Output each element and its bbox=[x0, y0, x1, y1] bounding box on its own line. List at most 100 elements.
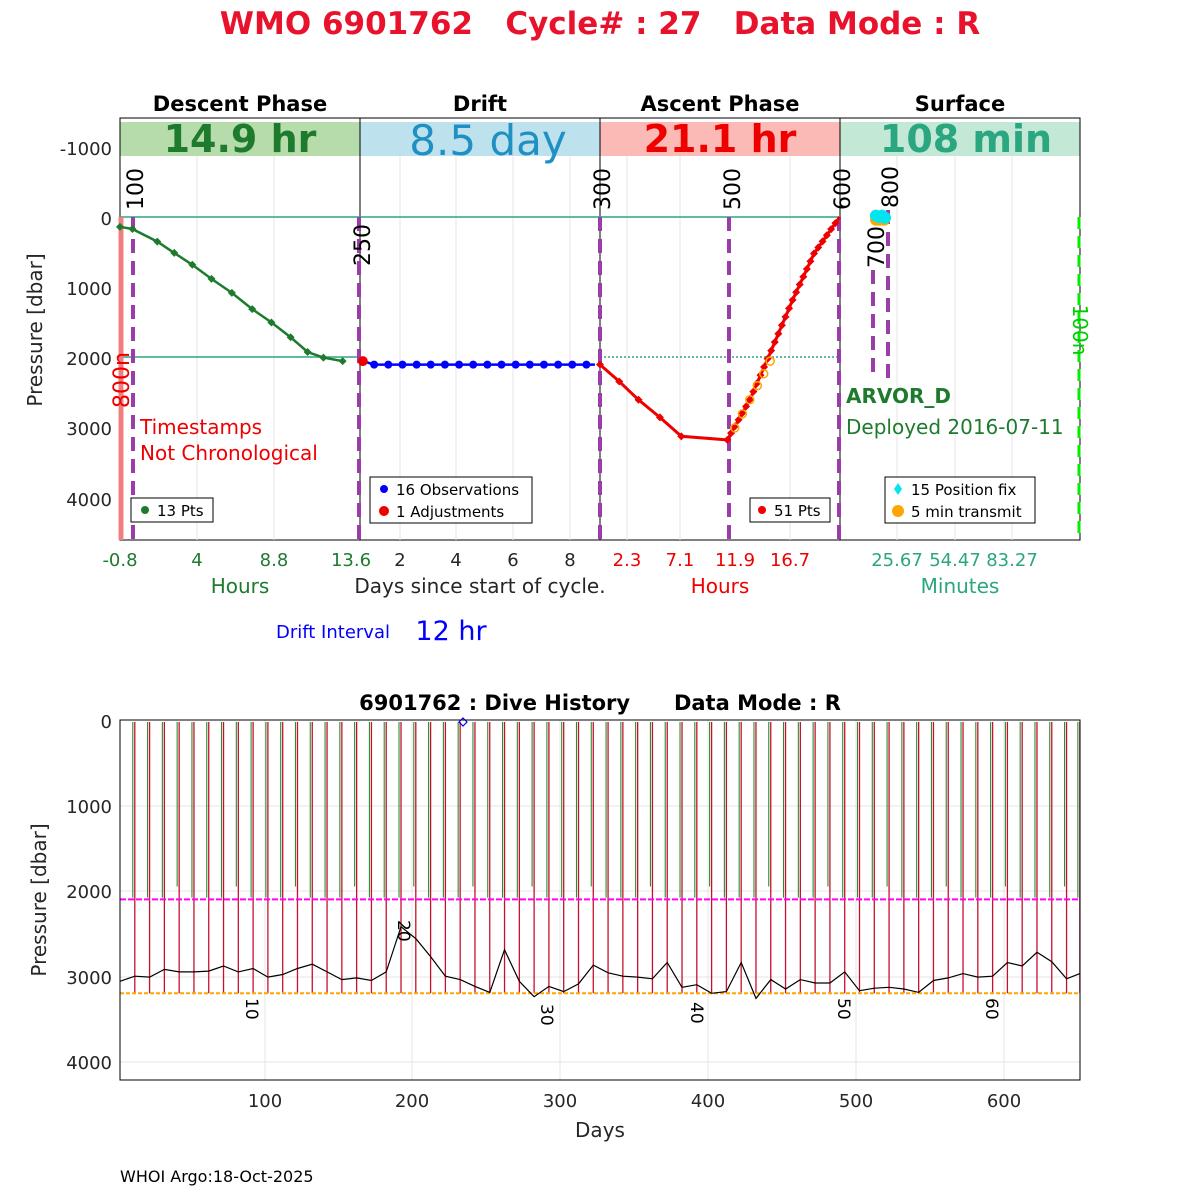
drift-duration: 8.5 day bbox=[409, 116, 566, 165]
history-title: 6901762 : Dive History Data Mode : R bbox=[359, 691, 841, 715]
drift-point bbox=[568, 360, 577, 369]
legend-text: 13 Pts bbox=[157, 502, 204, 520]
ascent-point bbox=[802, 265, 811, 274]
cycle-label: 10 bbox=[241, 998, 261, 1020]
ascent-point bbox=[770, 338, 779, 347]
phase-title-surface: Surface bbox=[915, 92, 1005, 116]
descent-point bbox=[207, 274, 216, 283]
ascent-point bbox=[745, 395, 754, 404]
legend-marker bbox=[379, 506, 389, 516]
x-tick-label: 4 bbox=[191, 550, 202, 571]
deployment-date: Deployed 2016-07-11 bbox=[846, 415, 1064, 439]
drift-point bbox=[469, 360, 478, 369]
ascent-point bbox=[774, 329, 783, 338]
y-tick-label: 1000 bbox=[66, 797, 112, 818]
phase-title-drift: Drift bbox=[453, 92, 507, 116]
marker-label-800: 800 bbox=[879, 166, 904, 208]
x-tick-label: 300 bbox=[543, 1091, 577, 1112]
ascent-point bbox=[799, 272, 808, 281]
legend-text: 16 Observations bbox=[396, 481, 519, 499]
cutoff-lines bbox=[131, 210, 890, 540]
legend-marker bbox=[141, 506, 149, 514]
descent-x-axis-label: Hours bbox=[211, 574, 270, 598]
ascent-transmit-point bbox=[730, 423, 740, 433]
drift-point bbox=[370, 360, 379, 369]
y-tick-label: 3000 bbox=[66, 968, 112, 989]
x-tick-label: 25.67 bbox=[871, 550, 923, 571]
ascent-point bbox=[760, 362, 769, 371]
drift-point bbox=[511, 360, 520, 369]
x-tick-label: 600 bbox=[987, 1091, 1021, 1112]
descent-point bbox=[267, 318, 276, 327]
history-x-axis-label: Days bbox=[575, 1118, 625, 1142]
x-tick-label: 16.7 bbox=[770, 550, 810, 571]
ascent-line bbox=[599, 216, 841, 442]
y-tick-label: 4000 bbox=[66, 490, 112, 511]
drift-series bbox=[357, 356, 595, 369]
drift-point bbox=[483, 360, 492, 369]
phase-title-ascent: Ascent Phase bbox=[641, 92, 800, 116]
position-fix-point bbox=[879, 211, 891, 224]
y-tick-label: 4000 bbox=[66, 1053, 112, 1074]
descent-duration-band bbox=[120, 122, 360, 156]
drift-point bbox=[412, 360, 421, 369]
descent-point bbox=[319, 353, 328, 362]
ascent-legend: 51 Pts bbox=[749, 497, 831, 523]
ascent-series bbox=[596, 216, 841, 444]
legend-text: 51 Pts bbox=[774, 502, 821, 520]
bottom-panel: 6901762 : Dive History Data Mode : R 0 1… bbox=[27, 691, 1081, 1142]
descent-point bbox=[338, 357, 347, 366]
history-y-axis-label: Pressure [dbar] bbox=[27, 823, 51, 976]
ascent-point bbox=[818, 237, 827, 246]
drift-point bbox=[554, 360, 563, 369]
drift-point bbox=[539, 360, 548, 369]
descent-point bbox=[116, 222, 124, 231]
x-tick-label: 83.27 bbox=[986, 550, 1038, 571]
ascent-point bbox=[677, 432, 686, 441]
ascent-point bbox=[788, 295, 797, 304]
ascent-point bbox=[655, 413, 664, 422]
top-grid bbox=[196, 156, 1013, 540]
top-y-axis-label: Pressure [dbar] bbox=[23, 253, 47, 406]
ascent-point bbox=[742, 402, 751, 411]
ascent-point bbox=[596, 360, 604, 369]
descent-series bbox=[116, 222, 347, 366]
surface-legend: 15 Position fix 5 min transmit bbox=[884, 476, 1036, 524]
ascent-point bbox=[810, 249, 818, 258]
cycle-label: 50 bbox=[833, 998, 853, 1020]
descent-point bbox=[153, 237, 162, 246]
ascent-point bbox=[767, 346, 776, 355]
descent-point bbox=[303, 347, 312, 356]
surface-series bbox=[870, 209, 891, 226]
max-pressure-line bbox=[119, 925, 1081, 1000]
drift-point bbox=[455, 360, 464, 369]
descent-point bbox=[286, 333, 295, 342]
phase-title-descent: Descent Phase bbox=[153, 92, 327, 116]
drift-x-axis-label: Days since start of cycle. bbox=[354, 574, 605, 598]
marker-label-600: 600 bbox=[831, 168, 856, 210]
y-tick-label: -1000 bbox=[60, 139, 112, 160]
cycle-label: 60 bbox=[981, 998, 1001, 1020]
ascent-point bbox=[814, 243, 823, 252]
legend-marker bbox=[380, 485, 388, 493]
drift-point bbox=[525, 360, 534, 369]
ascent-point bbox=[785, 304, 794, 313]
cycle-label: 40 bbox=[686, 1002, 706, 1024]
float-type: ARVOR_D bbox=[846, 384, 951, 408]
ascent-x-axis-label: Hours bbox=[691, 574, 750, 598]
legend-marker bbox=[894, 483, 902, 495]
y-tick-label: 3000 bbox=[66, 419, 112, 440]
top-panel: Descent Phase Drift Ascent Phase Surface… bbox=[23, 92, 1092, 647]
drift-adjustment-point bbox=[357, 356, 368, 367]
ascent-duration-band bbox=[600, 122, 840, 156]
x-tick-label: 11.9 bbox=[715, 550, 755, 571]
x-tick-label: 100 bbox=[248, 1091, 282, 1112]
ascent-point bbox=[806, 257, 815, 266]
figure-title: WMO 6901762 Cycle# : 27 Data Mode : R bbox=[220, 6, 981, 42]
descent-point bbox=[170, 248, 179, 257]
ascent-point bbox=[781, 312, 790, 321]
y-tick-label: 1000 bbox=[66, 279, 112, 300]
drift-point bbox=[426, 360, 435, 369]
cycle-label: 20 bbox=[393, 920, 413, 942]
